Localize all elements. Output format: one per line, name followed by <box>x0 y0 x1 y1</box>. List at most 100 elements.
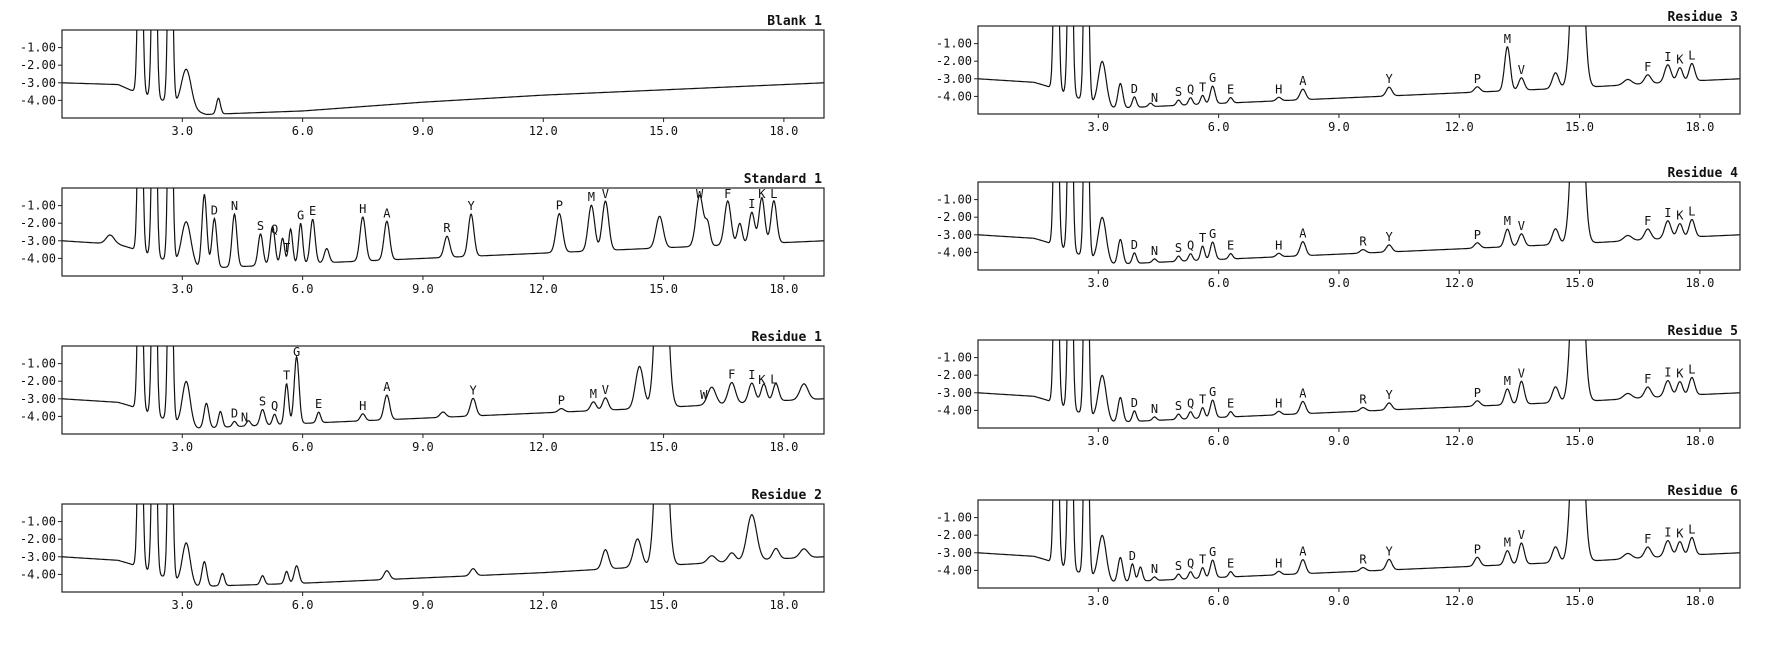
peak-label: R <box>1359 235 1367 249</box>
x-tick-label: 12.0 <box>529 598 558 612</box>
y-tick-label: -1.00 <box>20 41 56 55</box>
peak-label: E <box>309 204 316 218</box>
x-tick-label: 9.0 <box>412 598 434 612</box>
y-tick-label: -2.00 <box>936 210 972 224</box>
y-tick-label: -1.00 <box>936 37 972 51</box>
peak-label: W <box>700 388 708 402</box>
peak-label: F <box>724 187 731 201</box>
peak-label: P <box>1474 542 1481 556</box>
x-tick-label: 12.0 <box>1445 434 1474 448</box>
y-tick-label: -1.00 <box>936 193 972 207</box>
x-tick-label: 3.0 <box>171 598 193 612</box>
peak-label: P <box>1474 228 1481 242</box>
peak-label: Q <box>1187 83 1194 97</box>
y-tick-label: -1.00 <box>20 357 56 371</box>
peak-label: S <box>257 219 264 233</box>
peak-label: M <box>1504 32 1511 46</box>
y-tick-label: -1.00 <box>936 511 972 525</box>
x-tick-label: 18.0 <box>1685 594 1714 608</box>
plot-frame <box>61 187 825 277</box>
peak-label: E <box>315 397 322 411</box>
peak-label: G <box>293 345 300 359</box>
y-tick-label: -4.00 <box>20 409 56 423</box>
peak-label: T <box>1199 553 1206 567</box>
peak-label: I <box>1664 206 1671 220</box>
x-tick-label: 15.0 <box>1565 276 1594 290</box>
x-tick-label: 18.0 <box>1685 276 1714 290</box>
peak-label: V <box>602 187 609 201</box>
x-tick-label: 3.0 <box>171 282 193 296</box>
peak-label: Q <box>1187 397 1194 411</box>
peak-label: H <box>1275 396 1282 410</box>
peak-label: G <box>297 208 304 222</box>
panel-2: Standard 1 -1.00 -2.00 -3.00 -4.00 3.0 6.0 9.0 1… <box>20 172 825 296</box>
x-tick-label: 6.0 <box>1208 434 1230 448</box>
peak-label: I <box>1664 366 1671 380</box>
x-tick-label: 3.0 <box>171 124 193 138</box>
peak-label: F <box>1644 532 1651 546</box>
peak-label: V <box>1518 528 1525 542</box>
peak-label: F <box>1644 214 1651 228</box>
y-tick-label: -4.00 <box>936 245 972 259</box>
panel-7: Residue 5 -1.00 -2.00 -3.00 -4.00 3.0 6.0 9.0 12… <box>936 324 1741 448</box>
y-tick-label: -4.00 <box>936 89 972 103</box>
peak-label: Y <box>1385 544 1393 558</box>
peak-label: N <box>241 410 248 424</box>
y-tick-label: -3.00 <box>20 234 56 248</box>
x-tick-label: 9.0 <box>1328 276 1350 290</box>
peak-label: A <box>1299 227 1307 241</box>
peak-label: L <box>1688 48 1695 62</box>
y-tick-label: -4.00 <box>20 251 56 265</box>
panel-8: Residue 6 -1.00 -2.00 -3.00 -4.00 3.0 6.0 9.0 12… <box>936 484 1741 608</box>
peak-label: R <box>1359 553 1367 567</box>
x-tick-label: 12.0 <box>1445 594 1474 608</box>
x-tick-label: 6.0 <box>1208 594 1230 608</box>
peak-label: Y <box>467 199 475 213</box>
peak-label: G <box>1209 227 1216 241</box>
panel-4: Residue 2 -1.00 -2.00 -3.00 -4.00 3.0 6.0 9.0 12… <box>20 488 825 612</box>
x-tick-label: 12.0 <box>529 440 558 454</box>
x-tick-label: 6.0 <box>292 598 314 612</box>
x-tick-label: 6.0 <box>1208 120 1230 134</box>
y-tick-label: -1.00 <box>20 199 56 213</box>
y-tick-label: -2.00 <box>936 368 972 382</box>
peak-label: V <box>602 383 609 397</box>
peak-label: Q <box>271 223 278 237</box>
peak-label: G <box>1209 71 1216 85</box>
peak-label: D <box>1129 549 1136 563</box>
peak-label: T <box>283 241 290 255</box>
peak-label: N <box>1151 562 1158 576</box>
peak-label: W <box>696 187 704 201</box>
x-tick-label: 12.0 <box>1445 276 1474 290</box>
peak-label: Y <box>1385 388 1393 402</box>
panel-6: Residue 4 -1.00 -2.00 -3.00 -4.00 3.0 6.0 9.0 12… <box>936 166 1741 290</box>
x-tick-label: 9.0 <box>412 282 434 296</box>
peak-label: M <box>588 190 595 204</box>
peak-label: I <box>1664 50 1671 64</box>
peak-label: T <box>1199 231 1206 245</box>
peak-label: N <box>1151 402 1158 416</box>
x-tick-label: 18.0 <box>769 282 798 296</box>
peak-label: P <box>1474 386 1481 400</box>
panel-title: Blank 1 <box>767 14 822 29</box>
chromatogram-trace <box>62 30 824 116</box>
peak-label: V <box>1518 63 1525 77</box>
peak-label: M <box>1504 214 1511 228</box>
peak-label: T <box>1199 393 1206 407</box>
plot-frame <box>977 25 1741 115</box>
y-tick-label: -3.00 <box>936 386 972 400</box>
peak-label: V <box>1518 366 1525 380</box>
peak-label: H <box>359 202 366 216</box>
panel-title: Residue 6 <box>1668 484 1739 499</box>
peak-label: A <box>1299 386 1307 400</box>
x-tick-label: 15.0 <box>649 124 678 138</box>
peak-label: A <box>383 206 391 220</box>
plot-frame <box>61 29 825 119</box>
x-tick-label: 3.0 <box>1087 594 1109 608</box>
x-tick-label: 9.0 <box>1328 594 1350 608</box>
y-tick-label: -2.00 <box>936 528 972 542</box>
peak-label: K <box>1676 53 1684 67</box>
x-tick-label: 12.0 <box>529 282 558 296</box>
peak-label: P <box>558 394 565 408</box>
peak-label: L <box>770 187 777 201</box>
